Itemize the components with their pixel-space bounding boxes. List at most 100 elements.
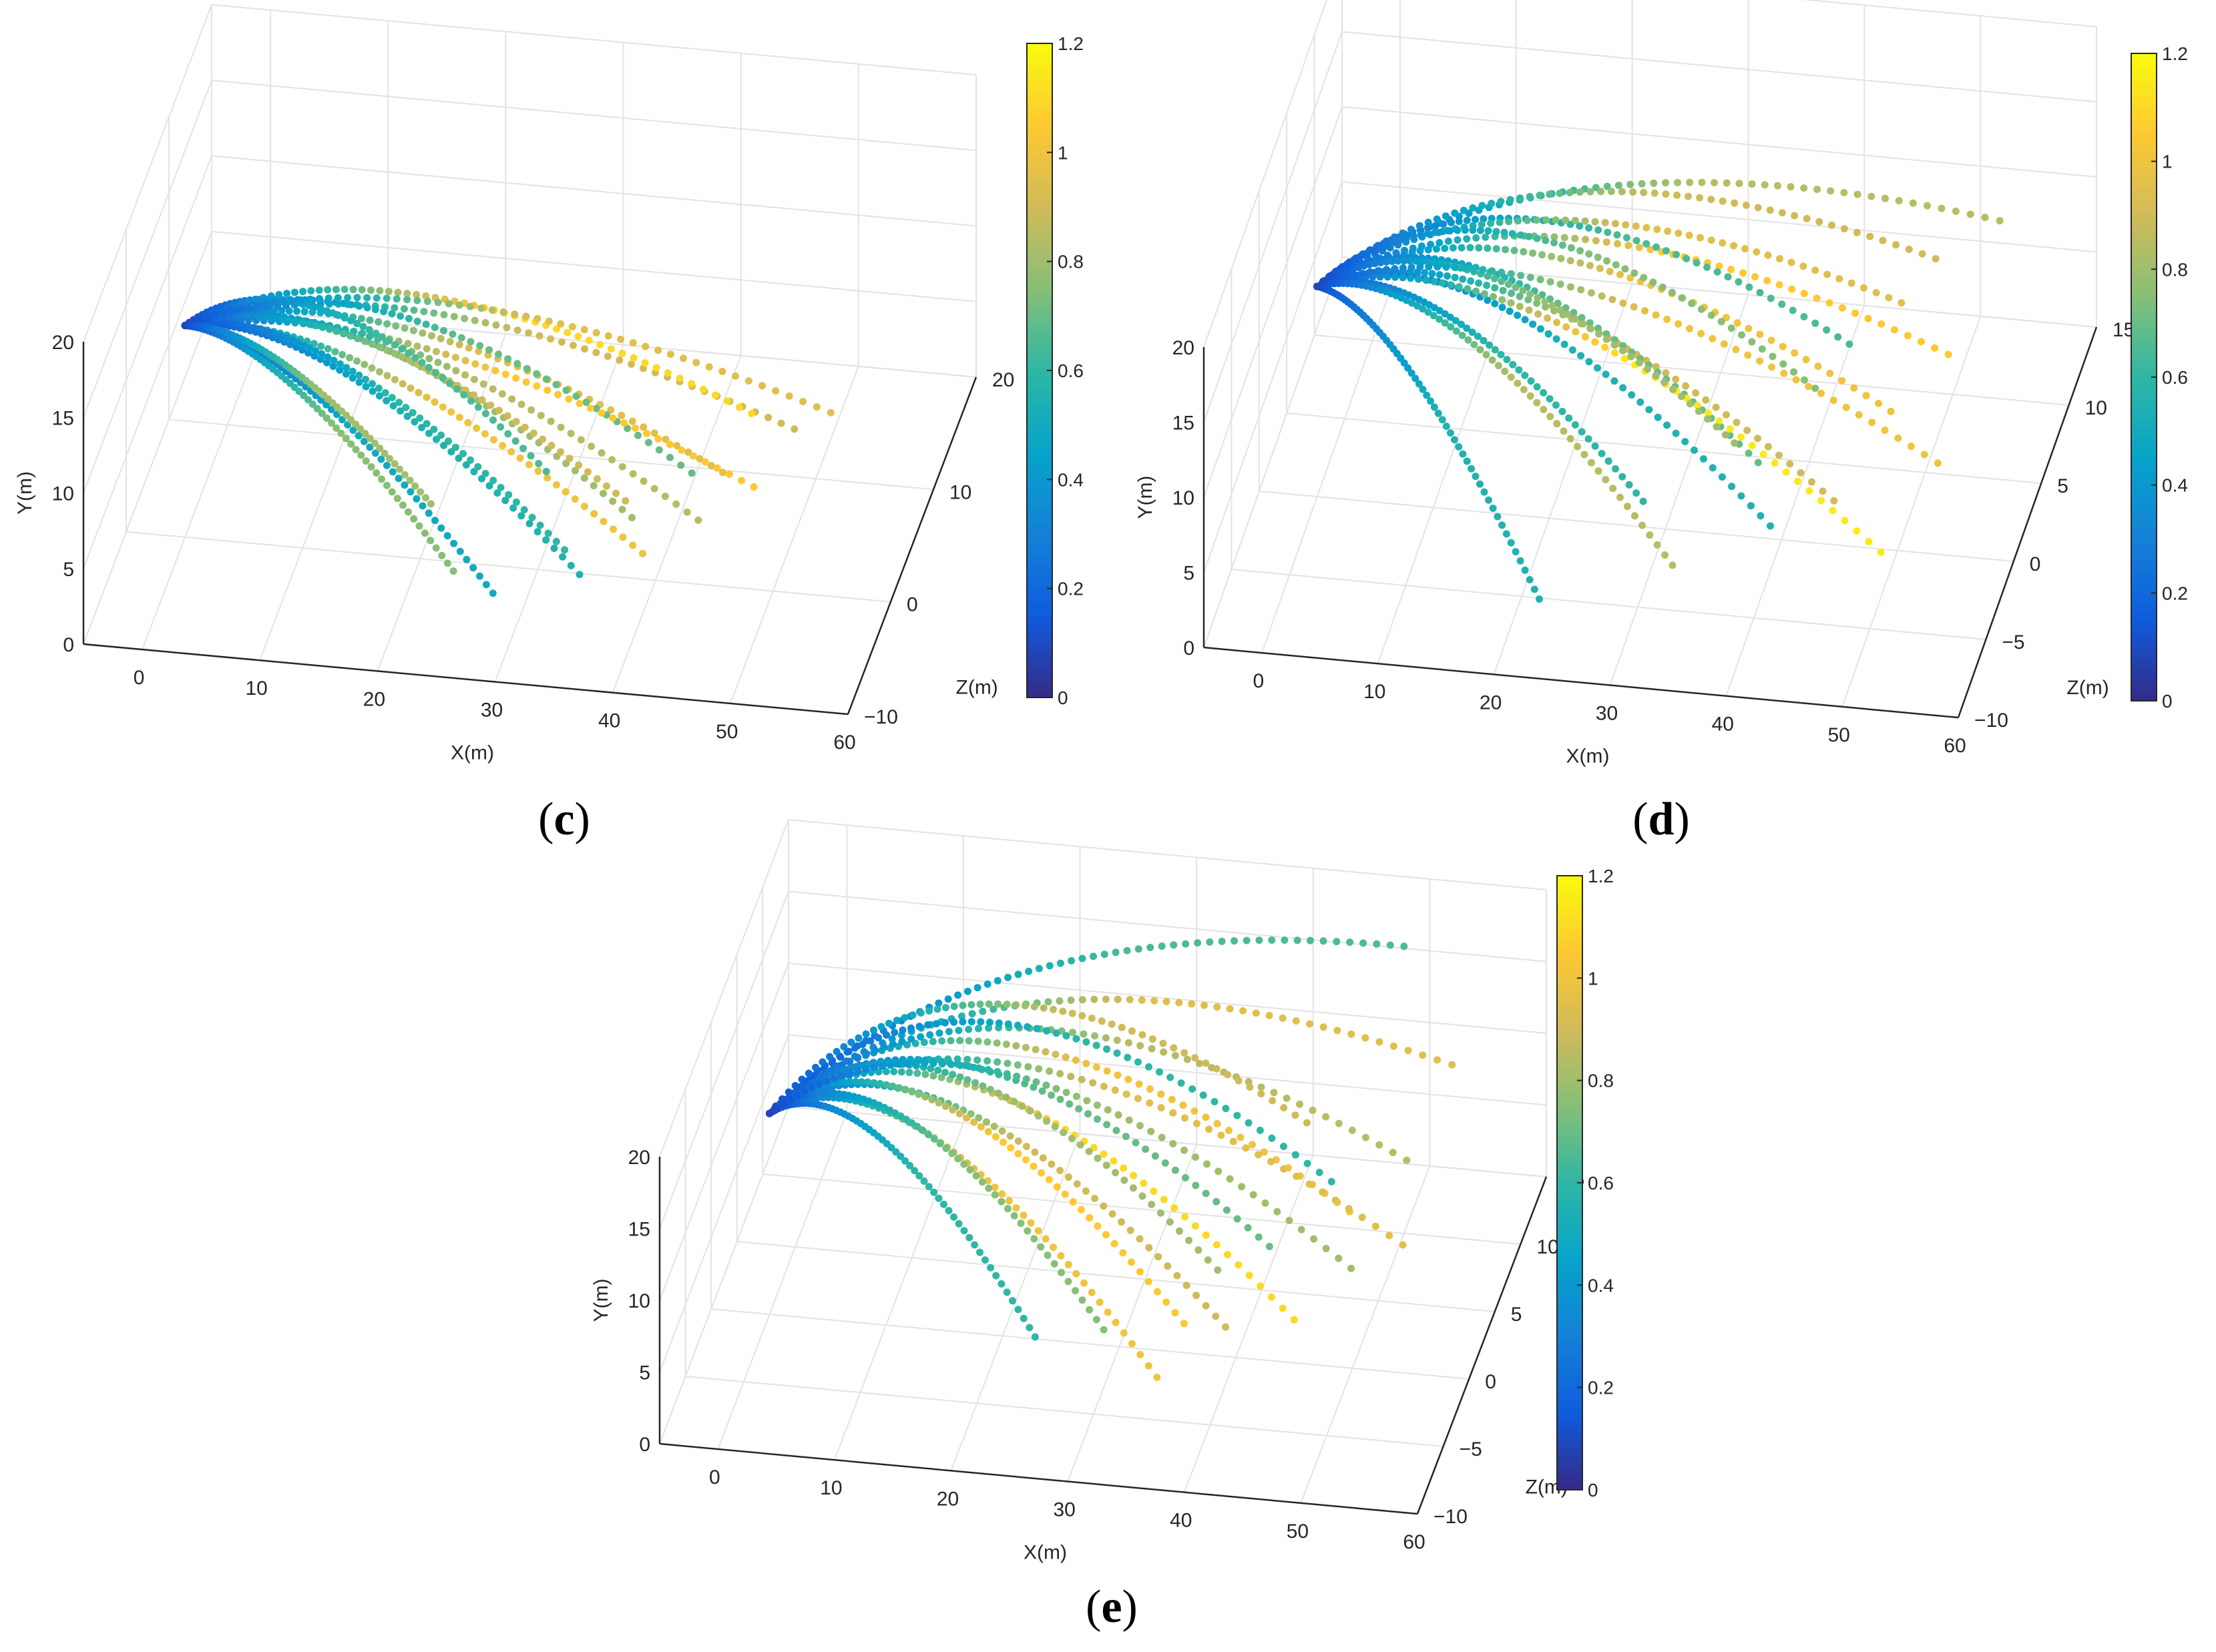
trajectory-point bbox=[919, 1127, 927, 1135]
trajectory-point bbox=[1464, 285, 1472, 293]
trajectory-point bbox=[430, 309, 438, 317]
trajectory-point bbox=[305, 302, 313, 310]
panel-c-open: ( bbox=[538, 794, 553, 845]
trajectory-point bbox=[1441, 310, 1449, 318]
trajectory-point bbox=[332, 286, 340, 294]
trajectory-point bbox=[1404, 1047, 1412, 1055]
trajectory-point bbox=[1118, 1218, 1126, 1226]
trajectory-point bbox=[1585, 224, 1593, 232]
trajectory-point bbox=[461, 314, 469, 322]
trajectory-point bbox=[1489, 505, 1497, 512]
trajectory-point bbox=[1614, 240, 1621, 248]
trajectory-point bbox=[1598, 450, 1606, 457]
trajectory-point bbox=[1438, 416, 1446, 424]
trajectory-point bbox=[1490, 293, 1497, 300]
trajectory-point bbox=[1192, 1181, 1200, 1189]
trajectory-point bbox=[1654, 413, 1662, 421]
grid-line bbox=[762, 1173, 1521, 1245]
trajectory-point bbox=[260, 294, 268, 302]
trajectory-point bbox=[1533, 299, 1541, 307]
trajectory-point bbox=[1066, 1100, 1074, 1108]
y-tick-label: 10 bbox=[1172, 487, 1194, 509]
trajectory-point bbox=[328, 419, 335, 427]
grid-line bbox=[83, 79, 212, 418]
trajectory-point bbox=[450, 312, 458, 320]
trajectory-point bbox=[1619, 299, 1627, 307]
trajectory-point bbox=[1088, 1288, 1096, 1296]
trajectory-point bbox=[467, 456, 475, 464]
trajectory-point bbox=[618, 412, 626, 419]
trajectory-point bbox=[1572, 328, 1580, 336]
trajectory-point bbox=[1845, 340, 1853, 348]
trajectory-point bbox=[1502, 246, 1510, 254]
trajectory-point bbox=[936, 1139, 944, 1147]
trajectory-point bbox=[587, 404, 594, 412]
trajectory-point bbox=[1452, 264, 1459, 272]
trajectory-point bbox=[1153, 1373, 1161, 1381]
trajectory-point bbox=[1100, 1326, 1108, 1334]
trajectory-point bbox=[527, 452, 535, 460]
trajectory-point bbox=[1114, 1111, 1122, 1119]
trajectory-point bbox=[1881, 427, 1889, 434]
trajectory-point bbox=[464, 419, 472, 427]
trajectory-point bbox=[1422, 276, 1430, 284]
trajectory-point bbox=[1194, 1246, 1202, 1254]
trajectory-point bbox=[1669, 561, 1677, 569]
trajectory-point bbox=[467, 397, 475, 405]
trajectory-point bbox=[1170, 1044, 1178, 1052]
trajectory-point bbox=[519, 445, 527, 453]
trajectory-point bbox=[1331, 1196, 1339, 1204]
trajectory-point bbox=[242, 312, 250, 320]
trajectory-point bbox=[732, 372, 739, 380]
grid-line bbox=[729, 366, 859, 704]
trajectory-point bbox=[1713, 268, 1721, 276]
trajectory bbox=[766, 1093, 1161, 1381]
trajectory-point bbox=[851, 1044, 859, 1052]
trajectory-point bbox=[488, 306, 496, 314]
trajectory-point bbox=[1321, 277, 1329, 284]
trajectory-point bbox=[1170, 1204, 1178, 1212]
trajectory-point bbox=[1439, 279, 1446, 287]
trajectory-point bbox=[512, 418, 520, 425]
trajectory-point bbox=[392, 322, 400, 330]
trajectory-point bbox=[1521, 371, 1529, 379]
trajectory-point bbox=[1136, 1121, 1144, 1129]
trajectories-e bbox=[766, 936, 1456, 1381]
grid-line bbox=[1203, 106, 1343, 498]
trajectory-point bbox=[870, 1079, 878, 1087]
trajectory-point bbox=[391, 304, 399, 312]
trajectory-point bbox=[440, 311, 448, 318]
trajectory-point bbox=[1255, 1233, 1263, 1241]
trajectory-point bbox=[1246, 1083, 1254, 1091]
trajectory-point bbox=[1042, 1048, 1050, 1056]
trajectory-point bbox=[816, 1075, 823, 1083]
trajectory-point bbox=[1180, 1049, 1188, 1057]
x-axis-label: X(m) bbox=[1024, 1542, 1067, 1564]
trajectory-point bbox=[1138, 1031, 1146, 1039]
trajectory-point bbox=[505, 491, 513, 499]
trajectory-point bbox=[1621, 355, 1628, 362]
grid-line bbox=[494, 344, 624, 682]
trajectory-point bbox=[1124, 1075, 1132, 1083]
trajectory-point bbox=[585, 336, 593, 344]
trajectory-point bbox=[337, 429, 345, 437]
trajectory-point bbox=[349, 374, 357, 382]
z-tick-label: 20 bbox=[992, 369, 1014, 391]
colorbar-tick-label: 0.4 bbox=[2162, 475, 2188, 496]
trajectory-point bbox=[1526, 290, 1534, 298]
trajectory-point bbox=[1112, 1127, 1120, 1135]
trajectory-point bbox=[453, 385, 461, 393]
trajectory-point bbox=[1452, 317, 1460, 324]
trajectory-point bbox=[1257, 1090, 1265, 1098]
trajectory-point bbox=[1012, 1042, 1020, 1050]
trajectory-point bbox=[1759, 451, 1767, 458]
grid-line bbox=[659, 1035, 789, 1372]
trajectory-point bbox=[497, 483, 505, 491]
trajectory-point bbox=[1328, 271, 1336, 279]
trajectory-point bbox=[1672, 429, 1680, 437]
trajectory-point bbox=[581, 345, 589, 353]
trajectory-point bbox=[355, 371, 363, 379]
trajectory-point bbox=[1014, 971, 1022, 979]
trajectory-point bbox=[1552, 216, 1560, 224]
trajectory-point bbox=[1507, 373, 1515, 381]
